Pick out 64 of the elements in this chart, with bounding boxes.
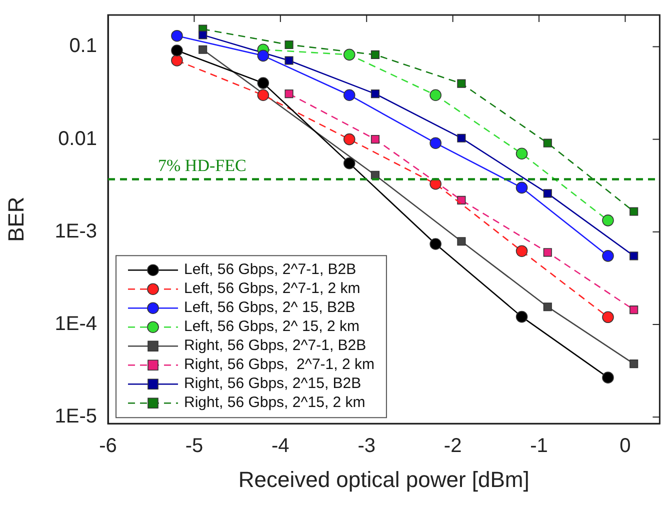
point — [171, 54, 183, 66]
y-tick-label: 0.1 — [69, 35, 97, 58]
legend-label: Right, 56 Gbps, 2^7-1, 2 km — [184, 356, 374, 374]
x-tick-label: -5 — [185, 435, 204, 458]
legend-label: Left, 56 Gbps, 2^7-1, 2 km — [184, 280, 360, 298]
point — [343, 157, 356, 170]
point — [343, 89, 356, 102]
legend-label: Left, 56 Gbps, 2^7-1, B2B — [184, 261, 356, 278]
point — [171, 44, 183, 56]
point — [284, 40, 294, 50]
y-tick-label: 1E-4 — [54, 312, 97, 335]
point — [343, 48, 356, 61]
point — [516, 148, 528, 160]
point — [171, 30, 183, 42]
point — [370, 135, 380, 144]
point — [543, 248, 552, 257]
point — [430, 238, 442, 250]
point — [257, 77, 270, 89]
point — [430, 137, 442, 149]
point — [284, 90, 294, 98]
x-tick-label: -2 — [444, 435, 462, 458]
legend-label: Right, 56 Gbps, 2^7-1, B2B — [184, 337, 366, 354]
point — [198, 30, 208, 40]
point — [516, 310, 528, 323]
x-tick-label: -4 — [272, 435, 290, 458]
point — [630, 252, 638, 260]
point — [602, 250, 614, 262]
point — [257, 89, 270, 102]
point — [630, 360, 638, 368]
point — [543, 138, 552, 148]
point — [370, 90, 380, 98]
point — [284, 56, 294, 65]
y-tick-label: 1E-3 — [54, 220, 97, 242]
point — [602, 372, 614, 384]
point — [630, 306, 638, 314]
point — [602, 311, 614, 324]
legend-label: Left, 56 Gbps, 2^ 15, 2 km — [184, 318, 360, 336]
point — [257, 50, 270, 62]
x-tick-label: -6 — [99, 435, 117, 458]
legend-label: Right, 56 Gbps, 2^15, B2B — [184, 375, 362, 392]
x-axis-title: Received optical power [dBm] — [238, 466, 530, 492]
point — [543, 189, 552, 198]
point — [516, 182, 528, 194]
point — [630, 207, 638, 216]
ref-line-label: 7% HD-FEC — [158, 156, 246, 176]
point — [370, 50, 380, 59]
point — [343, 133, 356, 146]
x-tick-label: 0 — [620, 435, 631, 458]
point — [198, 45, 208, 54]
point — [543, 302, 552, 312]
legend-label: Right, 56 Gbps, 2^15, 2 km — [184, 394, 366, 412]
x-tick-label: -1 — [530, 435, 548, 458]
x-tick-label: -3 — [358, 435, 376, 458]
point — [602, 214, 614, 226]
point — [430, 89, 442, 102]
y-axis-title: BER — [3, 196, 28, 242]
y-tick-label: 1E-5 — [54, 406, 97, 428]
point — [457, 79, 466, 88]
point — [457, 237, 466, 246]
y-tick-label: 0.01 — [58, 128, 97, 150]
legend-label: Left, 56 Gbps, 2^ 15, B2B — [184, 299, 356, 316]
point — [457, 134, 466, 142]
point — [516, 245, 528, 258]
point — [457, 196, 466, 204]
